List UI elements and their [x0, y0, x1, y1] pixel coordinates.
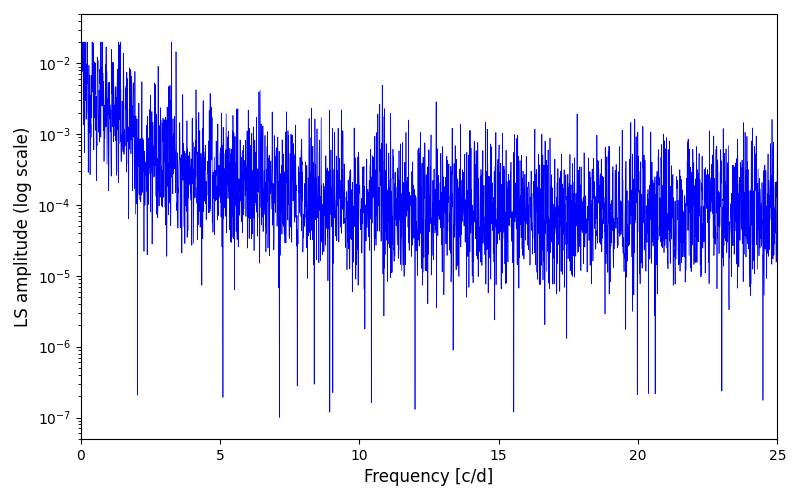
Y-axis label: LS amplitude (log scale): LS amplitude (log scale)	[14, 126, 32, 326]
X-axis label: Frequency [c/d]: Frequency [c/d]	[364, 468, 494, 486]
